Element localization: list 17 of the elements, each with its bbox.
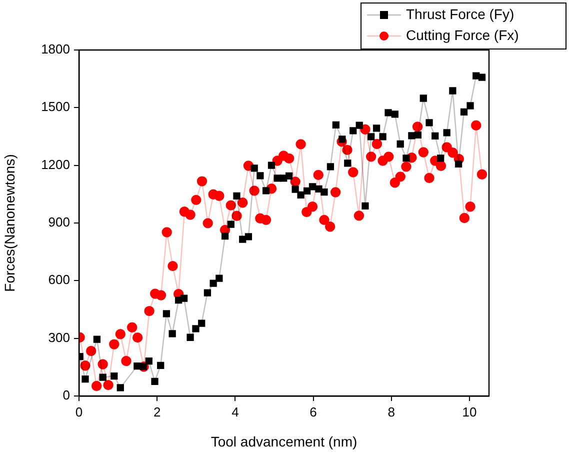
y-axis-title: Forces(Nanonewtons) <box>1 154 18 292</box>
y-tick-label: 1200 <box>41 156 70 172</box>
x-tick-label: 10 <box>462 404 477 420</box>
y-tick-label: 900 <box>48 214 70 230</box>
legend-label: Cutting Force (Fx) <box>406 26 519 43</box>
y-tick-label: 600 <box>48 272 70 288</box>
x-axis-title: Tool advancement (nm) <box>210 433 358 450</box>
y-tick-label: 1800 <box>41 42 70 57</box>
x-tick-label: 6 <box>310 404 317 420</box>
legend-label: Thrust Force (Fy) <box>406 6 514 22</box>
x-tick-label: 4 <box>232 404 239 420</box>
y-tick-label: 1500 <box>41 99 70 114</box>
x-tick-label: 2 <box>153 404 161 420</box>
x-tick-label: 0 <box>75 404 83 420</box>
x-tick-label: 8 <box>388 404 395 420</box>
y-tick-label: 0 <box>62 388 70 403</box>
y-tick-label: 300 <box>48 330 70 345</box>
